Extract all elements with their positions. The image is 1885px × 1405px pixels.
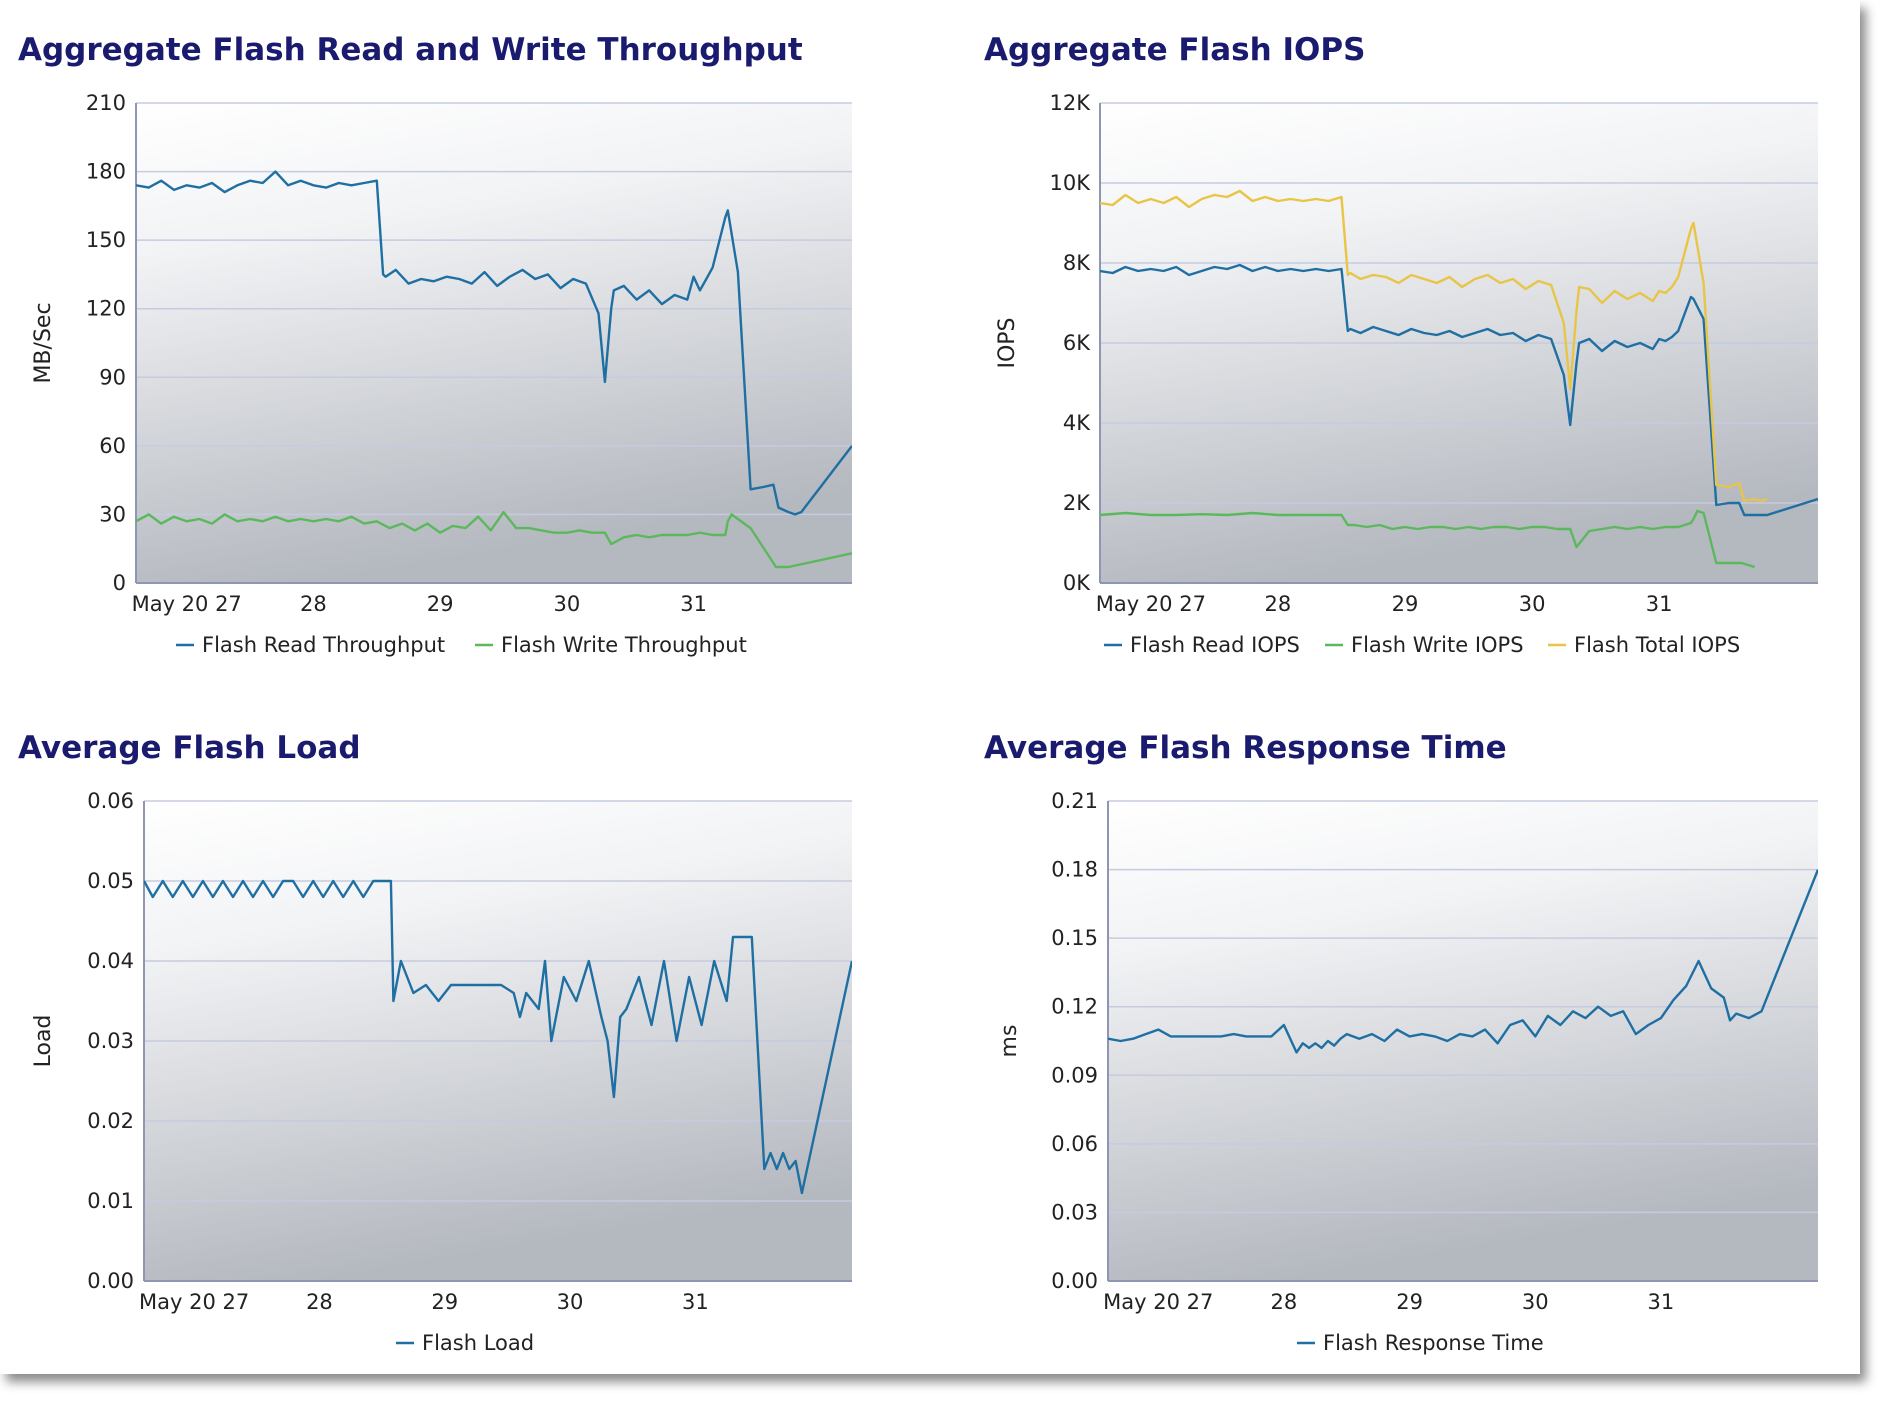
- x-tick-label: May 20 27: [132, 592, 242, 616]
- legend-item[interactable]: Flash Load: [396, 1331, 534, 1355]
- series-line-flash-write-throughput: [136, 510, 852, 569]
- dashboard-frame: Aggregate Flash Read and Write Throughpu…: [18, 32, 1826, 1370]
- y-axis-title: IOPS: [995, 317, 1020, 368]
- y-tick-label: 210: [86, 91, 126, 115]
- y-tick-label: 0: [113, 571, 126, 595]
- iops-chart-panel: Aggregate Flash IOPS 0K 2K 4K 6K 8K 10K 12K May…: [984, 32, 1826, 672]
- legend-label: Flash Total IOPS: [1574, 633, 1740, 657]
- x-tick-label: 30: [1519, 592, 1546, 616]
- iops-chart: 0K 2K 4K 6K 8K 10K 12K May 20 27 28 29 30 31 IOPS Fla…: [995, 91, 1818, 657]
- y-tick-label: 0.05: [87, 869, 134, 893]
- legend-item[interactable]: Flash Total IOPS: [1548, 633, 1740, 657]
- x-tick-label: 30: [554, 592, 581, 616]
- y-tick-label: 0.02: [87, 1109, 134, 1133]
- legend-item[interactable]: Flash Write IOPS: [1325, 633, 1524, 657]
- y-tick-label: 0.00: [87, 1269, 134, 1293]
- chart-title: Average Flash Response Time: [984, 730, 1507, 766]
- x-tick-label: May 20 27: [1103, 1290, 1213, 1314]
- x-tick-label: 28: [300, 592, 327, 616]
- legend-label: Flash Write Throughput: [501, 633, 747, 657]
- throughput-chart-panel: Aggregate Flash Read and Write Throughpu…: [18, 32, 860, 672]
- y-tick-label: 12K: [1050, 91, 1092, 115]
- load-chart: 0.00 0.01 0.02 0.03 0.04 0.05 0.06 May 20 27 28 2…: [31, 789, 852, 1355]
- x-tick-label: 31: [680, 592, 707, 616]
- legend-item[interactable]: Flash Response Time: [1297, 1331, 1544, 1355]
- series-group: [136, 170, 852, 569]
- legend-label: Flash Load: [422, 1331, 534, 1355]
- series-line-flash-read-iops: [1100, 263, 1818, 517]
- y-tick-label: 0.03: [1051, 1200, 1098, 1224]
- x-tick-label: 29: [427, 592, 454, 616]
- y-tick-label: 180: [86, 160, 126, 184]
- y-tick-label: 10K: [1050, 171, 1092, 195]
- y-tick-label: 8K: [1063, 251, 1091, 275]
- y-tick-label: 0.04: [87, 949, 134, 973]
- x-tick-label: 28: [1265, 592, 1292, 616]
- legend-item[interactable]: Flash Write Throughput: [475, 633, 747, 657]
- y-tick-label: 0.21: [1051, 789, 1098, 813]
- y-tick-label: 0K: [1063, 571, 1091, 595]
- x-tick-label: 31: [682, 1290, 709, 1314]
- series-group: [144, 879, 852, 1195]
- y-tick-label: 2K: [1063, 491, 1091, 515]
- series-line-flash-load: [144, 879, 852, 1195]
- legend-label: Flash Read Throughput: [202, 633, 445, 657]
- y-tick-label: 60: [99, 434, 126, 458]
- y-tick-label: 90: [99, 365, 126, 389]
- x-tick-label: May 20 27: [139, 1290, 249, 1314]
- legend-item[interactable]: Flash Read IOPS: [1104, 633, 1300, 657]
- x-tick-label: 31: [1646, 592, 1673, 616]
- y-axis-title: ms: [997, 1025, 1022, 1058]
- chart-title: Average Flash Load: [18, 730, 361, 766]
- legend-label: Flash Write IOPS: [1351, 633, 1524, 657]
- x-tick-label: 29: [1392, 592, 1419, 616]
- x-tick-label: 28: [306, 1290, 333, 1314]
- y-tick-label: 0.09: [1051, 1063, 1098, 1087]
- series-line-flash-read-throughput: [136, 170, 852, 516]
- y-tick-label: 120: [86, 297, 126, 321]
- series-line-flash-response-time: [1108, 869, 1818, 1054]
- series-group: [1100, 189, 1818, 569]
- x-tick-label: 29: [431, 1290, 458, 1314]
- response-time-chart: 0.00 0.03 0.06 0.09 0.12 0.15 0.18 0.21 May 20 2…: [997, 789, 1818, 1355]
- chart-title: Aggregate Flash IOPS: [984, 32, 1366, 68]
- y-tick-label: 0.06: [87, 789, 134, 813]
- x-tick-label: May 20 27: [1096, 592, 1206, 616]
- y-tick-label: 0.06: [1051, 1132, 1098, 1156]
- x-tick-label: 30: [1522, 1290, 1549, 1314]
- series-line-flash-total-iops: [1100, 189, 1768, 503]
- y-tick-label: 4K: [1063, 411, 1091, 435]
- y-tick-label: 30: [99, 502, 126, 526]
- chart-title: Aggregate Flash Read and Write Throughpu…: [18, 32, 803, 68]
- legend-label: Flash Response Time: [1323, 1331, 1544, 1355]
- y-tick-label: 150: [86, 228, 126, 252]
- series-group: [1108, 869, 1818, 1054]
- y-tick-label: 6K: [1063, 331, 1091, 355]
- series-line-flash-write-iops: [1100, 509, 1755, 569]
- y-tick-label: 0.12: [1051, 995, 1098, 1019]
- response-time-chart-panel: Average Flash Response Time 0.00 0.03 0.06…: [984, 730, 1826, 1370]
- x-tick-label: 31: [1648, 1290, 1675, 1314]
- plot-area: [136, 103, 852, 583]
- y-tick-label: 0.15: [1051, 926, 1098, 950]
- legend-label: Flash Read IOPS: [1130, 633, 1300, 657]
- y-axis-title: MB/Sec: [31, 302, 56, 383]
- legend-item[interactable]: Flash Read Throughput: [176, 633, 445, 657]
- x-tick-label: 30: [557, 1290, 584, 1314]
- x-tick-label: 29: [1396, 1290, 1423, 1314]
- plot-area: [1108, 801, 1818, 1281]
- y-tick-label: 0.00: [1051, 1269, 1098, 1293]
- throughput-chart: 0 30 60 90 120 150 180 210 May 20 27 28 29 30 31 MB/S…: [31, 91, 852, 657]
- load-chart-panel: Average Flash Load 0.00 0.01 0.02 0.03 0.04 0…: [18, 730, 860, 1370]
- y-tick-label: 0.18: [1051, 858, 1098, 882]
- y-tick-label: 0.01: [87, 1189, 134, 1213]
- x-tick-label: 28: [1271, 1290, 1298, 1314]
- y-tick-label: 0.03: [87, 1029, 134, 1053]
- y-axis-title: Load: [31, 1015, 56, 1068]
